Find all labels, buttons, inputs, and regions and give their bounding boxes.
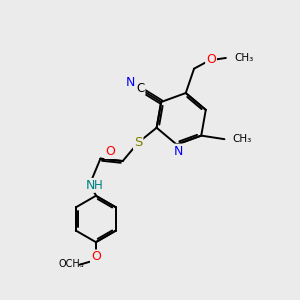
Text: C: C [136,82,145,95]
Text: O: O [105,145,115,158]
Text: O: O [206,53,216,66]
Text: N: N [173,145,183,158]
Text: N: N [126,76,136,88]
Text: N: N [85,179,95,192]
Text: CH₃: CH₃ [233,134,252,144]
Text: H: H [94,179,103,192]
Text: CH₃: CH₃ [234,53,254,63]
Text: OCH₃: OCH₃ [58,259,84,269]
Text: S: S [134,136,142,149]
Text: O: O [91,250,101,263]
